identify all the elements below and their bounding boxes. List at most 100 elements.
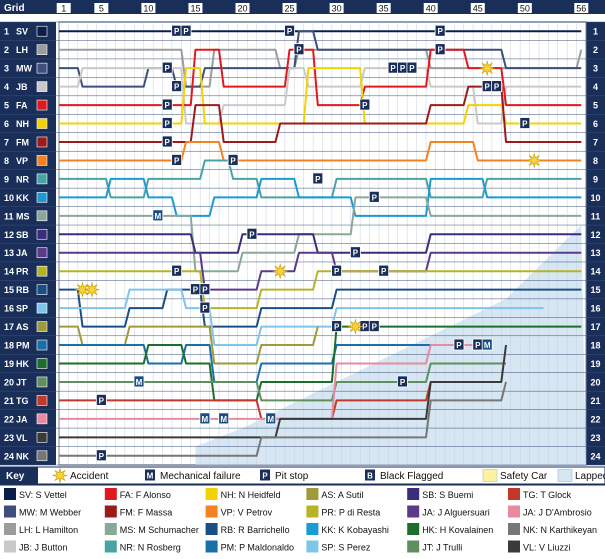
legend-swatch [407,540,420,553]
key-item-label: Safety Car [500,471,548,482]
grid-driver-code: NK [16,451,29,461]
key-icon-letter: B [367,472,373,481]
marker-label: P [362,101,368,110]
grid-driver-code: MS [16,211,30,221]
lap-tick-label: 35 [379,4,389,14]
series-line-pr [59,270,582,310]
pit-stop-marker [434,24,446,37]
legend-entry: JB: J Button [19,543,68,553]
key-item-label: Lapped [575,471,605,482]
marker-label: P [174,267,180,276]
grid-driver-swatch [36,25,48,37]
grid-driver-code: FM [16,137,29,147]
marker-label: P [99,452,105,461]
grid-position-number: 13 [4,248,14,258]
legend-entry: MS: M Schumacher [120,525,199,535]
accident-marker [479,59,496,77]
legend-entry: NR: N Rosberg [120,543,181,553]
grid-header-label: Grid [4,3,25,14]
legend-swatch [306,488,319,500]
grid-driver-code: AS [16,322,29,332]
grid-position-number: 20 [4,377,14,387]
marker-label: P [334,267,340,276]
final-position-number: 23 [590,433,600,443]
key-item-label: Accident [70,471,109,482]
legend-swatch [4,505,16,518]
key-lapped-icon [557,469,573,482]
legend-entry: KK: K Kobayashi [321,525,389,535]
grid-driver-swatch [36,284,48,295]
grid-driver-code: VP [16,156,28,166]
grid-driver-code: SV [16,27,28,37]
marker-label: P [165,64,171,73]
grid-driver-code: TG [16,396,29,406]
grid-driver-code: FA [16,101,28,111]
final-position-number: 18 [590,341,600,351]
lap-tick-label: 10 [143,4,153,14]
pit-stop-marker [161,98,173,111]
final-position-number: 20 [590,377,600,387]
final-position-number: 17 [590,322,600,332]
lap-tick-box [376,3,391,13]
final-position-number: 16 [590,304,600,314]
series-line-jb [59,67,582,125]
marker-label: P [353,249,359,258]
final-position-number: 5 [593,101,598,111]
legend-entry: SP: S Perez [321,543,371,553]
legend-swatch [104,488,117,500]
legend-swatch [306,505,319,518]
lap-tick-box [235,3,250,13]
key-label: Key [6,471,25,482]
marker-label: P [287,27,293,36]
final-position-number: 7 [593,137,598,147]
legend-entry: NK: N Karthikeyan [523,525,597,535]
pit-stop-marker [434,43,446,56]
grid-driver-code: JA [16,248,28,258]
pit-stop-marker [161,61,173,74]
grid-driver-swatch [36,376,48,388]
grid-driver-code: PM [16,341,30,351]
grid-position-number: 17 [4,322,14,332]
mechanical-failure-marker [481,338,493,351]
grid-driver-code: KK [16,193,29,203]
marker-label: P [165,101,171,110]
legend-entry: FM: F Massa [120,508,173,518]
marker-label: P [485,83,491,92]
legend-entry: FA: F Alonso [120,490,171,500]
pit-stop-marker [199,301,211,314]
legend-swatch [104,505,117,518]
final-position-number: 1 [593,27,598,37]
marker-label: M [136,378,143,387]
key-item-label: Black Flagged [380,471,443,482]
pit-stop-marker [227,154,239,166]
grid-driver-code: RB [16,285,29,295]
header-bar [0,0,605,14]
grid-position-number: 16 [4,304,14,314]
legend-swatch [4,540,16,553]
marker-label: P [202,304,208,313]
key-m-icon [145,469,155,481]
series-line-nk [59,381,507,457]
pit-stop-marker [284,24,295,37]
grid-position-number: 6 [4,119,9,129]
lap-tick-box [423,3,438,13]
marker-label: P [400,64,406,73]
pit-stop-marker [95,393,107,406]
legend-entry: JA: J Alguersuari [422,508,490,518]
pit-stop-marker [161,117,173,129]
pit-stop-marker [378,264,390,277]
legend-swatch [205,523,218,535]
pit-stop-marker [161,135,173,148]
grid-driver-swatch [36,192,48,203]
marker-label: P [372,193,378,202]
grid-driver-code: SP [16,304,28,314]
lapped-region [195,225,586,465]
grid-position-number: 7 [4,137,9,147]
legend-swatch [104,540,117,553]
marker-label: P [372,323,378,332]
grid-driver-code: SB [16,230,29,240]
final-position-number: 3 [593,64,598,74]
marker-label: M [202,415,209,424]
final-position-number: 21 [590,396,600,406]
